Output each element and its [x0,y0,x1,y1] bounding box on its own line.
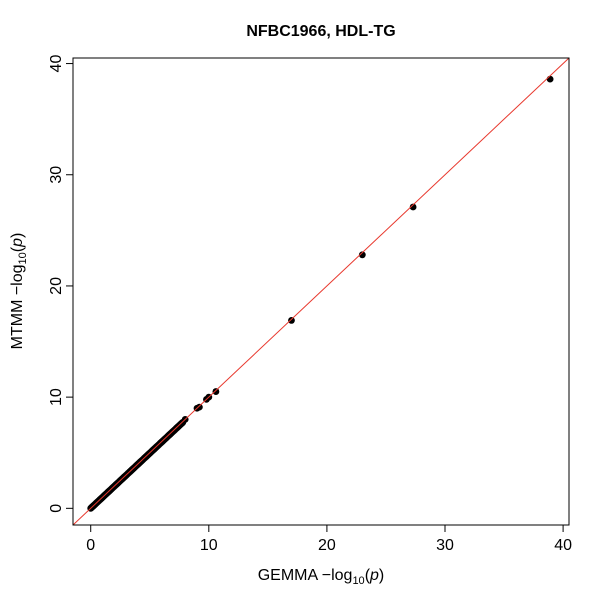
x-tick-label: 40 [554,537,572,554]
data-point [195,403,203,411]
x-tick-label: 20 [318,537,336,554]
x-tick-label: 10 [200,537,218,554]
chart-title: NFBC1966, HDL-TG [246,23,395,40]
x-axis-label-text: GEMMA −log [258,567,353,584]
x-axis: 0 10 20 30 40 [86,525,572,554]
x-axis-label: GEMMA −log10(p) [258,567,385,587]
y-tick-label: 0 [48,504,65,513]
plot-area [72,57,570,526]
y-axis-label-paren-close: ) [9,233,26,238]
y-tick-label: 10 [48,388,65,406]
x-axis-label-paren-close: ) [379,567,384,584]
y-axis-label: MTMM −log10(p) [9,233,29,350]
y-axis-label-paren-open: ( [9,246,26,252]
data-point [212,388,220,395]
y-tick-label: 40 [48,55,65,73]
data-point [409,203,417,211]
x-tick-label: 0 [86,537,95,554]
identity-reference-line [72,57,570,526]
data-point [358,251,366,259]
y-tick-label: 20 [48,277,65,295]
y-axis-label-variable: p [9,238,26,248]
x-axis-label-subscript: 10 [352,575,364,587]
x-tick-label: 30 [436,537,454,554]
x-axis-label-variable: p [369,567,379,584]
y-axis-label-text: MTMM −log [9,264,26,349]
data-point [288,317,295,324]
y-axis-label-subscript: 10 [17,252,29,264]
data-point [546,75,554,83]
y-tick-label: 30 [48,166,65,184]
x-axis-label-paren-open: ( [365,567,371,584]
y-axis: 0 10 20 30 40 [48,55,73,513]
plot-frame [72,57,570,526]
